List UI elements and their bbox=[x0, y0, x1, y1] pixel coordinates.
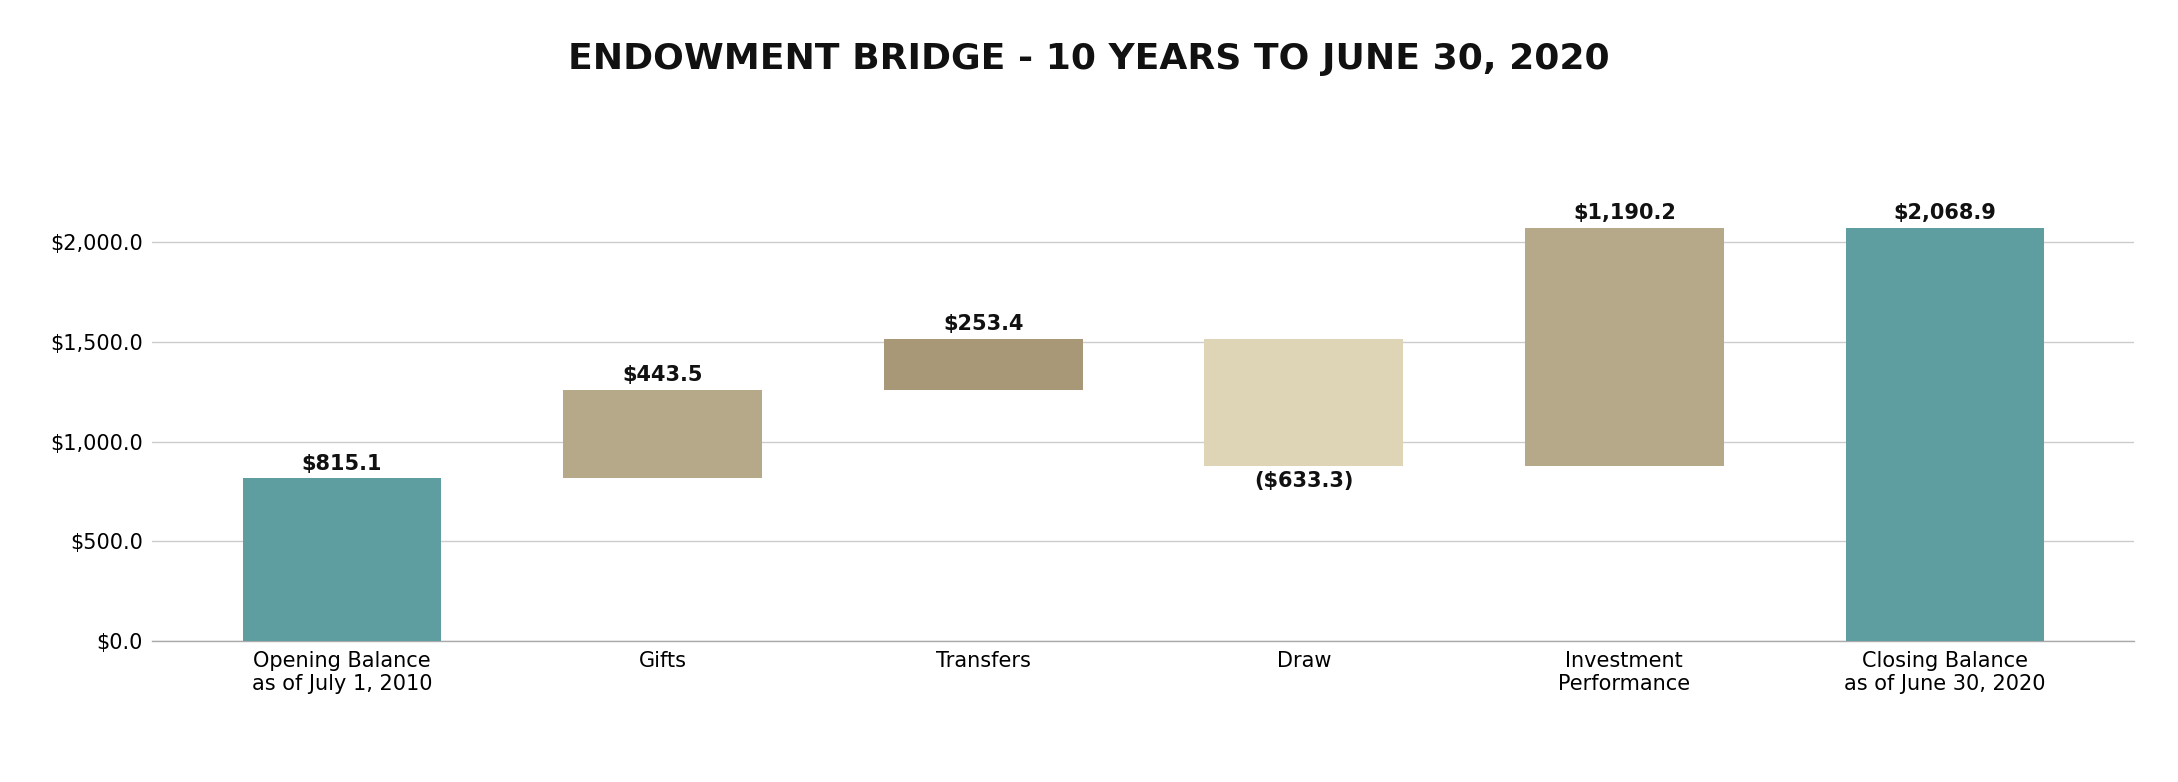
Bar bbox=[564, 390, 762, 479]
Bar bbox=[884, 339, 1082, 390]
Text: $443.5: $443.5 bbox=[623, 365, 703, 385]
Bar bbox=[1525, 228, 1723, 466]
Bar bbox=[242, 479, 442, 641]
Text: $815.1: $815.1 bbox=[303, 454, 381, 474]
Bar bbox=[1845, 228, 2045, 641]
Bar bbox=[1204, 339, 1403, 466]
Text: ENDOWMENT BRIDGE - 10 YEARS TO JUNE 30, 2020: ENDOWMENT BRIDGE - 10 YEARS TO JUNE 30, … bbox=[568, 41, 1610, 76]
Text: ($633.3): ($633.3) bbox=[1255, 471, 1353, 491]
Text: $1,190.2: $1,190.2 bbox=[1573, 203, 1675, 223]
Text: $2,068.9: $2,068.9 bbox=[1893, 203, 1997, 223]
Text: $253.4: $253.4 bbox=[943, 314, 1024, 335]
